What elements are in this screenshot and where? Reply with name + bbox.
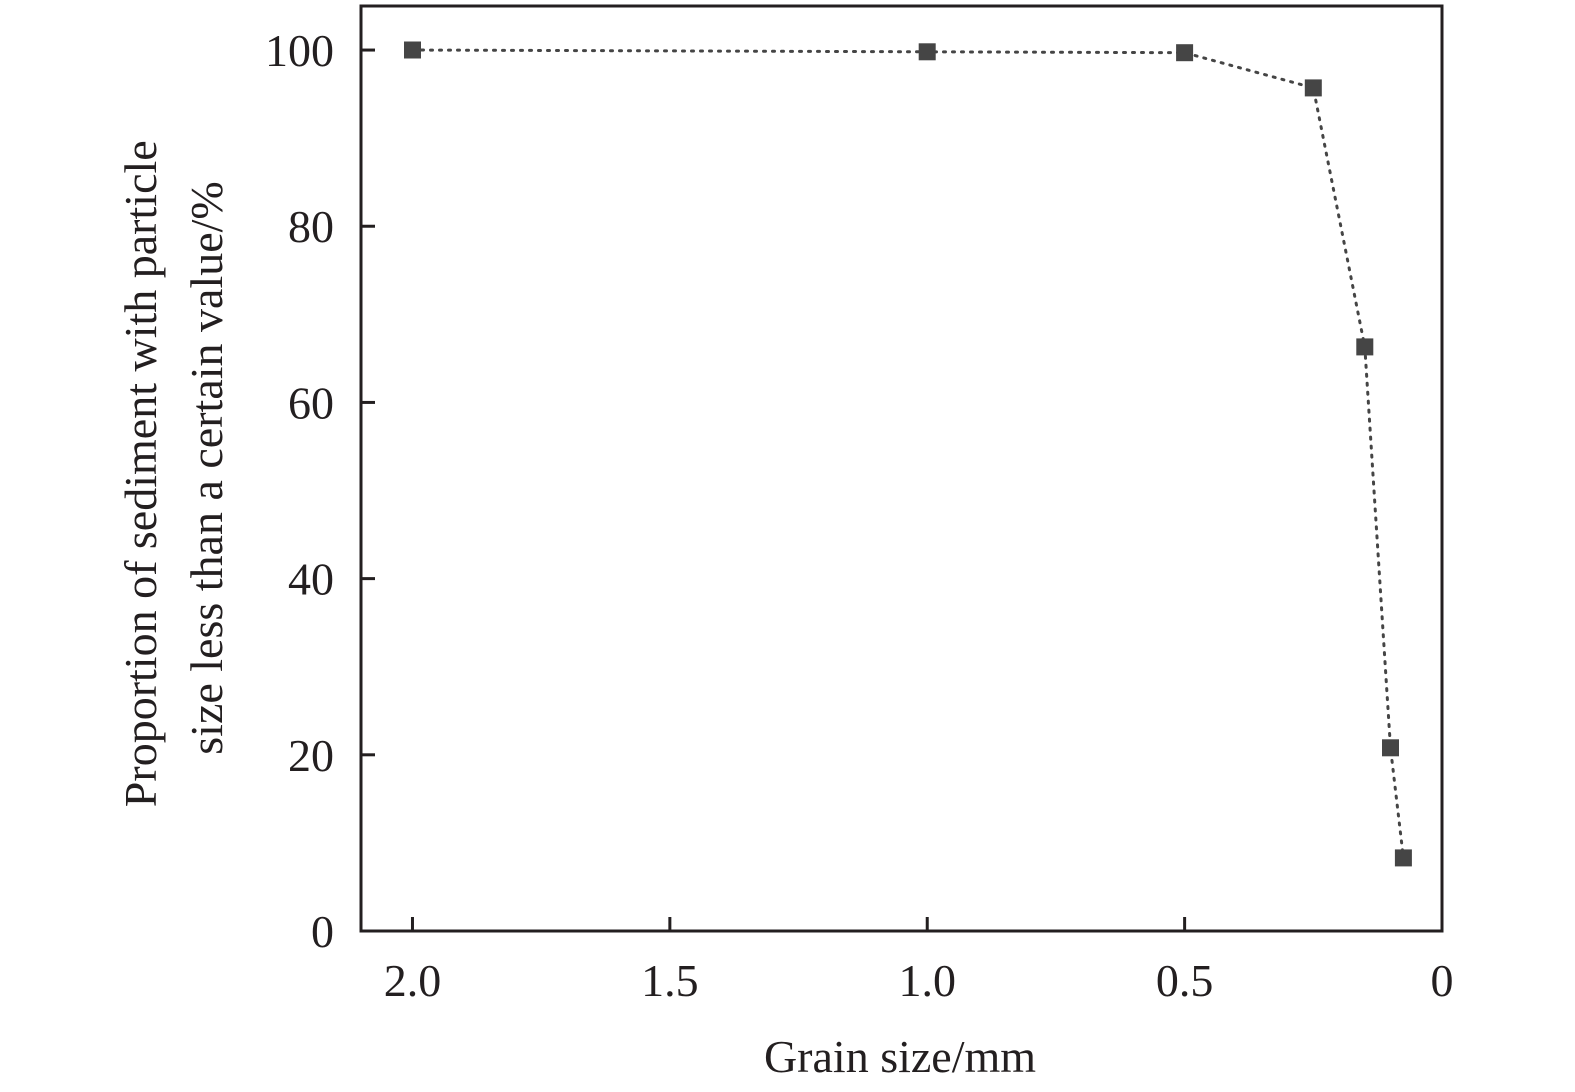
series-line (411, 48, 1405, 860)
data-point-marker (1176, 44, 1194, 62)
series-layer (404, 41, 1412, 867)
data-point-marker (1382, 739, 1399, 757)
data-point-marker (1394, 849, 1412, 867)
y-tick-label: 40 (288, 554, 334, 605)
x-tick-label: 0.5 (1156, 955, 1214, 1006)
y-tick-label: 80 (288, 201, 334, 252)
y-axis-title-line-2: size less than a certain value/% (181, 181, 232, 754)
y-tick-label: 20 (288, 730, 334, 781)
x-tick-label: 1.5 (641, 955, 699, 1006)
data-point-marker (1356, 338, 1374, 356)
y-tick-label: 60 (288, 377, 334, 428)
y-tick-label: 0 (311, 906, 334, 957)
y-tick-label: 100 (265, 25, 334, 76)
y-axis-title: Proportion of sediment with particle siz… (115, 129, 232, 807)
plot-frame (359, 4, 1444, 933)
x-tick-label: 1.0 (898, 955, 956, 1006)
x-axis-ticks: 2.0 1.5 1.0 0.5 0 (384, 917, 1454, 1006)
data-point-marker (1304, 79, 1322, 97)
x-tick-label: 2.0 (384, 955, 442, 1006)
y-axis-ticks: 0 20 40 60 80 100 (265, 25, 375, 957)
data-point-marker (404, 41, 421, 59)
data-point-marker (918, 43, 936, 61)
x-axis-title: Grain size/mm (764, 1031, 1036, 1082)
y-axis-title-line-1: Proportion of sediment with particle (115, 140, 166, 807)
x-tick-label: 0 (1431, 955, 1454, 1006)
